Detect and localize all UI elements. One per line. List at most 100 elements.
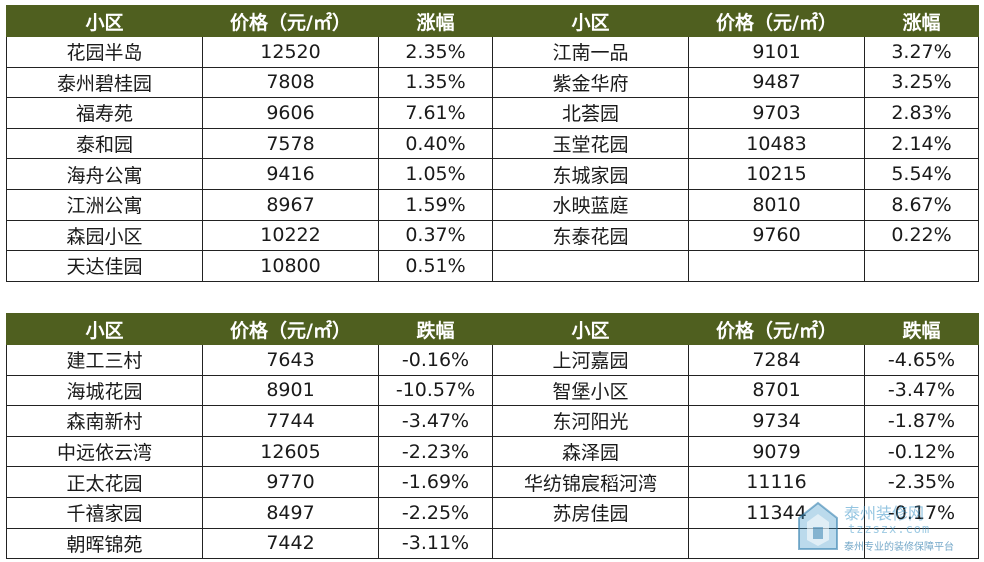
decrease-value: -3.47% (378, 405, 493, 437)
table-row: 朝晖锦苑 7442 -3.11% (6, 527, 979, 560)
empty-cell (688, 250, 865, 282)
empty-cell (864, 527, 979, 560)
increase-value: 7.61% (378, 97, 493, 129)
community-name: 东河阳光 (492, 405, 689, 437)
price-value: 9101 (688, 36, 865, 68)
community-name: 花园半岛 (6, 36, 203, 68)
table-row: 天达佳园 10800 0.51% (6, 250, 979, 282)
community-name: 正太花园 (6, 466, 203, 498)
community-name: 东泰花园 (492, 219, 689, 252)
community-name: 智堡小区 (492, 374, 689, 407)
community-name: 水映蓝庭 (492, 188, 689, 221)
community-name: 上河嘉园 (492, 344, 689, 376)
community-name: 福寿苑 (6, 97, 203, 129)
column-header-price: 价格（元/㎡） (688, 5, 865, 37)
price-value: 9079 (688, 435, 865, 468)
price-value: 10800 (202, 250, 379, 282)
table-row: 千禧家园 8497 -2.25% 苏房佳园 11344 -0.17% (6, 496, 979, 529)
increase-value: 1.59% (378, 188, 493, 221)
table-header-row: 小区 价格（元/㎡） 涨幅 小区 价格（元/㎡） 涨幅 (6, 5, 979, 37)
decrease-value: -0.12% (864, 435, 979, 468)
increase-value: 0.22% (864, 219, 979, 252)
column-header-price: 价格（元/㎡） (688, 313, 865, 345)
table-row: 森南新村 7744 -3.47% 东河阳光 9734 -1.87% (6, 405, 979, 437)
community-name: 朝晖锦苑 (6, 527, 203, 560)
decrease-value: -1.87% (864, 405, 979, 437)
table-row: 建工三村 7643 -0.16% 上河嘉园 7284 -4.65% (6, 344, 979, 376)
decrease-value: -4.65% (864, 344, 979, 376)
decrease-value: -2.25% (378, 496, 493, 529)
increase-value: 1.35% (378, 66, 493, 99)
community-name: 北荟园 (492, 97, 689, 129)
community-name: 紫金华府 (492, 66, 689, 99)
decrease-value: -2.35% (864, 466, 979, 498)
price-value: 12605 (202, 435, 379, 468)
community-name: 泰和园 (6, 127, 203, 160)
table-row: 泰和园 7578 0.40% 玉堂花园 10483 2.14% (6, 127, 979, 160)
increase-value: 2.35% (378, 36, 493, 68)
price-value: 8497 (202, 496, 379, 529)
community-name: 海城花园 (6, 374, 203, 407)
community-name: 玉堂花园 (492, 127, 689, 160)
price-value: 9606 (202, 97, 379, 129)
decrease-value: -0.16% (378, 344, 493, 376)
increase-value: 0.37% (378, 219, 493, 252)
empty-cell (864, 250, 979, 282)
price-value: 12520 (202, 36, 379, 68)
empty-cell (688, 527, 865, 560)
price-value: 7643 (202, 344, 379, 376)
price-value: 9770 (202, 466, 379, 498)
price-value: 9487 (688, 66, 865, 99)
column-header-price: 价格（元/㎡） (202, 313, 379, 345)
price-value: 8967 (202, 188, 379, 221)
price-value: 10483 (688, 127, 865, 160)
community-name: 泰州碧桂园 (6, 66, 203, 99)
column-header-price: 价格（元/㎡） (202, 5, 379, 37)
community-name: 森泽园 (492, 435, 689, 468)
decrease-value: -10.57% (378, 374, 493, 407)
community-name: 中远依云湾 (6, 435, 203, 468)
table-row: 花园半岛 12520 2.35% 江南一品 9101 3.27% (6, 36, 979, 68)
community-name: 海舟公寓 (6, 158, 203, 190)
table-row: 森园小区 10222 0.37% 东泰花园 9760 0.22% (6, 219, 979, 252)
price-value: 10222 (202, 219, 379, 252)
community-name: 东城家园 (492, 158, 689, 190)
empty-cell (492, 527, 689, 560)
increase-value: 2.83% (864, 97, 979, 129)
increase-value: 0.51% (378, 250, 493, 282)
increase-value: 3.25% (864, 66, 979, 99)
price-value: 8701 (688, 374, 865, 407)
table-row: 福寿苑 9606 7.61% 北荟园 9703 2.83% (6, 97, 979, 129)
column-header-decrease: 跌幅 (378, 313, 493, 345)
price-value: 8901 (202, 374, 379, 407)
decrease-value: -3.11% (378, 527, 493, 560)
increase-value: 2.14% (864, 127, 979, 160)
increase-value: 1.05% (378, 158, 493, 190)
price-value: 11116 (688, 466, 865, 498)
increase-value: 8.67% (864, 188, 979, 221)
increase-value: 3.27% (864, 36, 979, 68)
increase-value: 5.54% (864, 158, 979, 190)
price-fall-table: 小区 价格（元/㎡） 跌幅 小区 价格（元/㎡） 跌幅 建工三村 7643 -0… (6, 313, 979, 560)
community-name: 江南一品 (492, 36, 689, 68)
column-header-community: 小区 (492, 5, 689, 37)
price-value: 9760 (688, 219, 865, 252)
decrease-value: -0.17% (864, 496, 979, 529)
table-row: 海城花园 8901 -10.57% 智堡小区 8701 -3.47% (6, 374, 979, 407)
community-name: 森南新村 (6, 405, 203, 437)
community-name: 苏房佳园 (492, 496, 689, 529)
decrease-value: -3.47% (864, 374, 979, 407)
table-header-row: 小区 价格（元/㎡） 跌幅 小区 价格（元/㎡） 跌幅 (6, 313, 979, 345)
community-name: 千禧家园 (6, 496, 203, 529)
price-rise-table: 小区 价格（元/㎡） 涨幅 小区 价格（元/㎡） 涨幅 花园半岛 12520 2… (6, 5, 979, 282)
price-value: 9703 (688, 97, 865, 129)
decrease-value: -1.69% (378, 466, 493, 498)
table-row: 正太花园 9770 -1.69% 华纺锦宸稻河湾 11116 -2.35% (6, 466, 979, 498)
price-value: 9734 (688, 405, 865, 437)
increase-value: 0.40% (378, 127, 493, 160)
community-name: 华纺锦宸稻河湾 (492, 466, 689, 498)
price-value: 10215 (688, 158, 865, 190)
community-name: 天达佳园 (6, 250, 203, 282)
community-name: 建工三村 (6, 344, 203, 376)
table-row: 江洲公寓 8967 1.59% 水映蓝庭 8010 8.67% (6, 188, 979, 221)
